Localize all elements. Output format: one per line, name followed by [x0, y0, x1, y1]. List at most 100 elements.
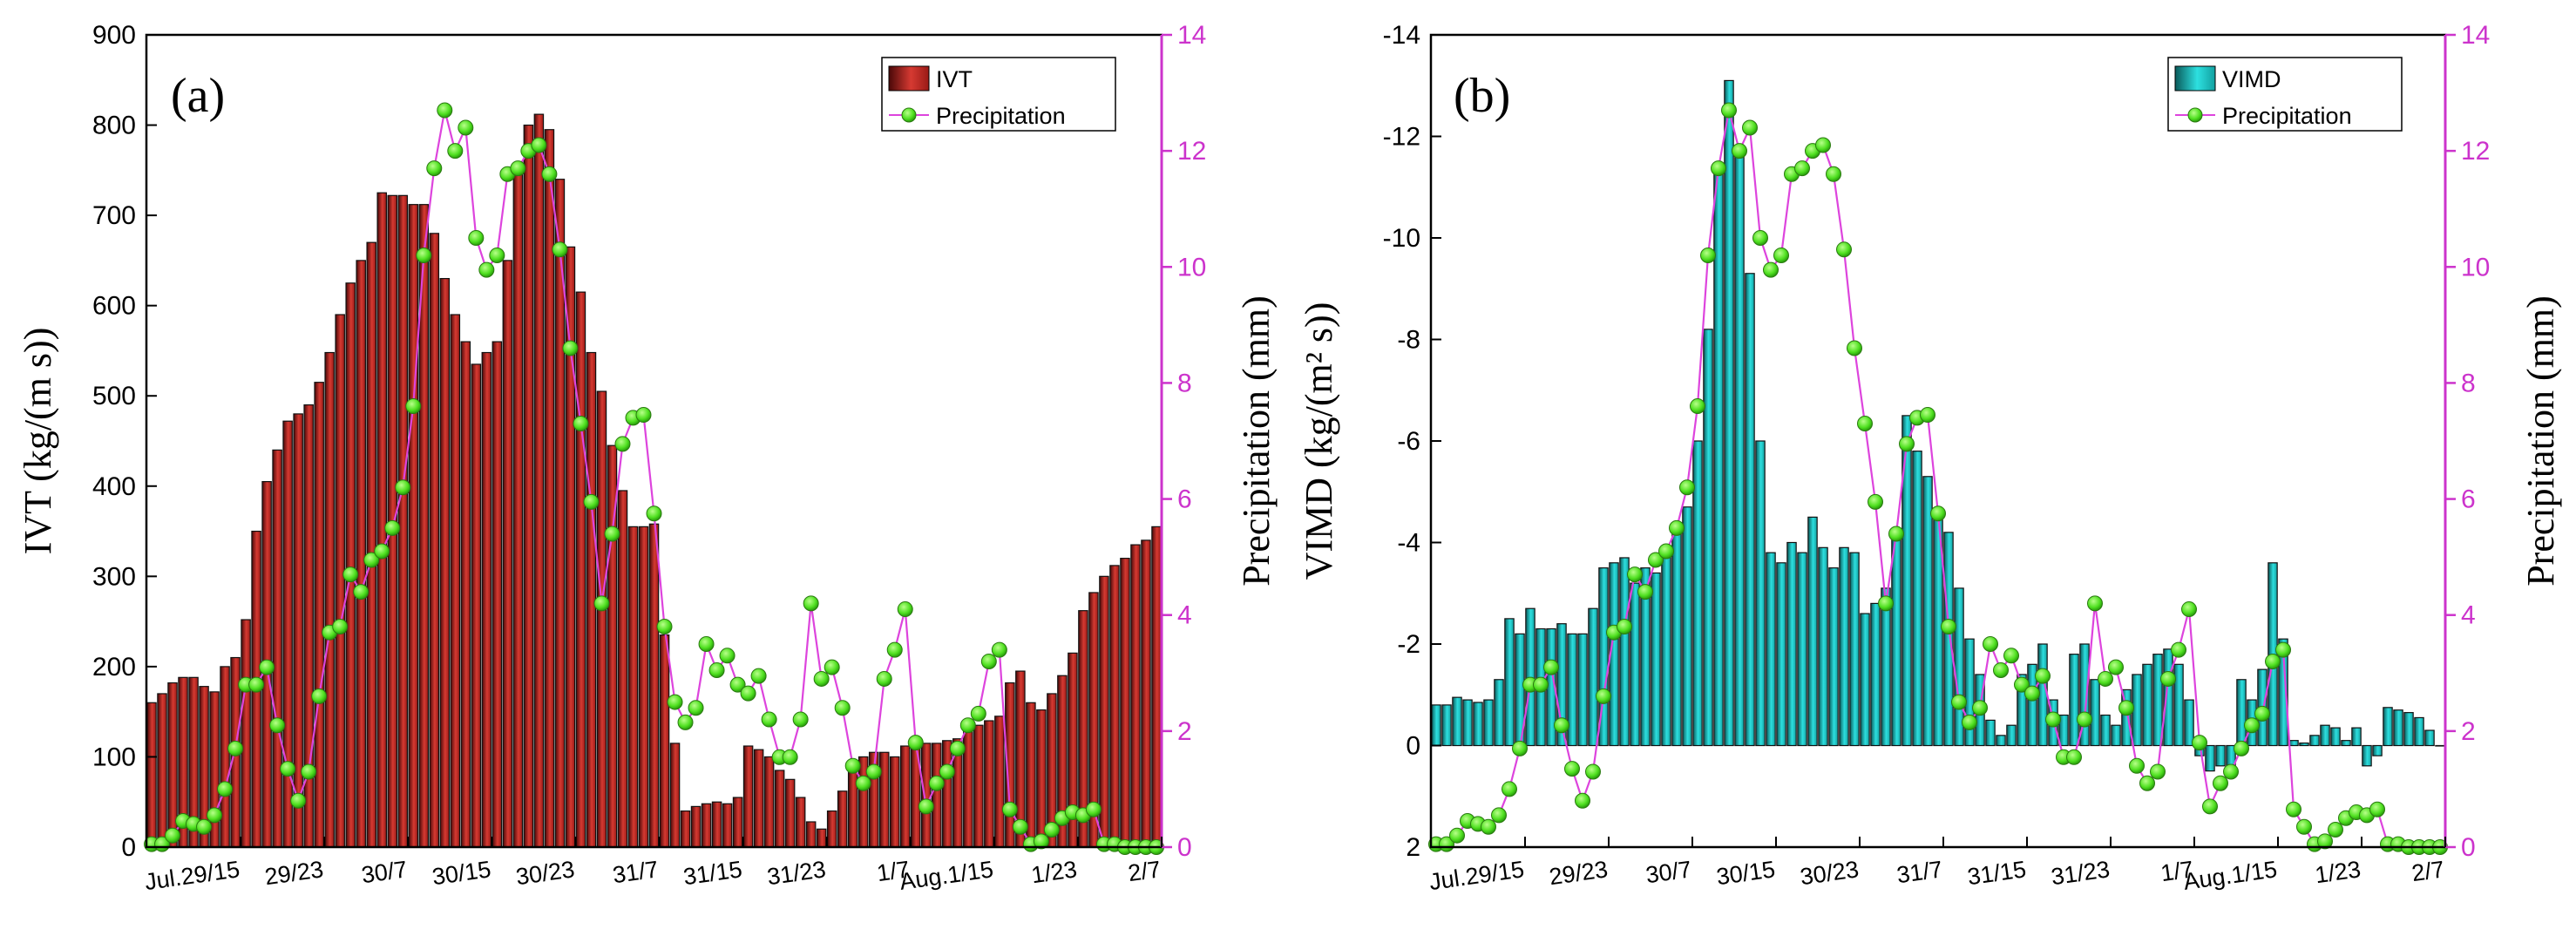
vimd-bar — [1651, 572, 1661, 747]
precipitation-point — [552, 241, 568, 258]
precipitation-point — [363, 552, 380, 568]
ivt-bar — [617, 490, 628, 848]
ivt-bar — [565, 246, 576, 848]
precipitation-point — [688, 700, 704, 716]
precipitation-point — [614, 436, 631, 452]
precipitation-point — [2265, 653, 2281, 669]
ivt-bar — [324, 351, 335, 848]
vimd-bar — [1462, 699, 1473, 747]
ivt-bar — [984, 720, 994, 848]
precipitation-point — [907, 735, 924, 751]
precipitation-point — [2077, 711, 2092, 728]
precipitation-point — [353, 584, 369, 600]
x-tick-label: Aug.1/15 — [898, 856, 994, 895]
precipitation-point — [478, 261, 495, 278]
ivt-bar — [899, 745, 911, 848]
x-tick-label: 30/7 — [360, 856, 409, 888]
y-tick-label: 0 — [1406, 732, 1420, 761]
ivt-bar — [889, 756, 900, 848]
precipitation-point — [834, 700, 851, 716]
precipitation-point — [803, 595, 819, 612]
y-tick-label: -6 — [1397, 427, 1420, 456]
vimd-bar — [1630, 582, 1640, 747]
vimd-bar — [1441, 704, 1452, 747]
vimd-bar — [1922, 476, 1933, 747]
precipitation-point — [980, 653, 997, 669]
vimd-bar — [1619, 557, 1630, 747]
precipitation-point — [405, 398, 422, 415]
precipitation-point — [489, 247, 505, 263]
precipitation-point — [604, 526, 620, 542]
x-tick-label: 2/7 — [2410, 856, 2445, 886]
precipitation-point — [165, 827, 181, 844]
precipitation-point — [2254, 705, 2270, 722]
y-tick-label: 700 — [92, 201, 136, 230]
ivt-bar — [774, 770, 785, 848]
precipitation-point — [374, 543, 390, 560]
vimd-bar — [1849, 552, 1860, 747]
vimd-bar — [2424, 729, 2435, 747]
precipitation-point — [761, 711, 777, 728]
y-right-tick-label: 12 — [2461, 137, 2490, 166]
precipitation-point — [1899, 436, 1915, 452]
y-right-tick-label: 8 — [2461, 369, 2476, 397]
ivt-bar — [502, 260, 513, 848]
ivt-bar — [450, 314, 461, 848]
y-tick-label: -10 — [1383, 224, 1420, 253]
x-tick-label: 1/23 — [2314, 856, 2362, 888]
precipitation-point — [918, 798, 934, 815]
panel-label-a: (a) — [171, 69, 225, 123]
precipitation-point — [970, 705, 986, 722]
ivt-bar — [460, 341, 471, 848]
y-right-tick-label: 10 — [2461, 253, 2490, 281]
ivt-bar — [878, 751, 890, 848]
legend-label-vimd: VIMD — [2222, 66, 2281, 92]
precipitation-point — [949, 740, 966, 756]
y-tick-label: 600 — [92, 292, 136, 321]
ivt-bar — [1130, 544, 1141, 848]
vimd-bar — [2299, 742, 2309, 747]
vimd-bar — [2027, 663, 2037, 747]
precipitation-point — [1617, 619, 1632, 635]
precipitation-point — [1481, 818, 1496, 835]
ivt-bar — [932, 743, 942, 848]
vimd-bar — [1766, 552, 1776, 747]
precipitation-point — [447, 143, 464, 159]
precipitation-point — [311, 688, 328, 704]
y-right-tick-label: 6 — [1177, 485, 1192, 514]
vimd-bar — [1891, 532, 1901, 747]
ivt-bar — [669, 743, 681, 848]
precipitation-point — [1012, 818, 1028, 835]
ivt-bar — [481, 351, 492, 848]
precipitation-point — [1648, 552, 1664, 568]
precipitation-point — [1564, 761, 1580, 777]
vimd-bar — [1567, 633, 1577, 747]
y-right-tick-label: 6 — [2461, 485, 2476, 514]
ivt-bar — [491, 341, 503, 848]
x-tick-label: 30/15 — [430, 856, 492, 890]
x-tick-label: 30/23 — [1799, 856, 1861, 890]
legend-label-precip-b: Precipitation — [2222, 103, 2352, 129]
precipitation-point — [2087, 595, 2103, 612]
precipitation-point — [2328, 822, 2343, 838]
precipitation-point — [2223, 763, 2239, 780]
x-tick-label: Aug.1/15 — [2182, 856, 2279, 895]
vimd-bar — [2330, 727, 2341, 747]
precipitation-point — [2014, 676, 2030, 693]
y-tick-label: -8 — [1397, 326, 1420, 355]
ivt-bar — [146, 702, 157, 848]
precipitation-point — [1920, 407, 1935, 424]
y-tick-label: -12 — [1383, 123, 1420, 152]
precipitation-point — [2118, 700, 2134, 716]
ivt-bar — [282, 420, 293, 848]
x-tick-label: Jul.29/15 — [1427, 856, 1526, 895]
ivt-bar — [784, 778, 796, 848]
vimd-bar — [1985, 719, 1996, 747]
vimd-bar — [1828, 567, 1839, 747]
panel-a: 0 100 200 300 400 500 600 700 800 900 0 2 4 6 8 10 12 14… — [17, 21, 1278, 895]
precipitation-point — [719, 648, 736, 664]
vimd-bar — [1661, 549, 1671, 747]
precipitation-point — [593, 595, 610, 612]
